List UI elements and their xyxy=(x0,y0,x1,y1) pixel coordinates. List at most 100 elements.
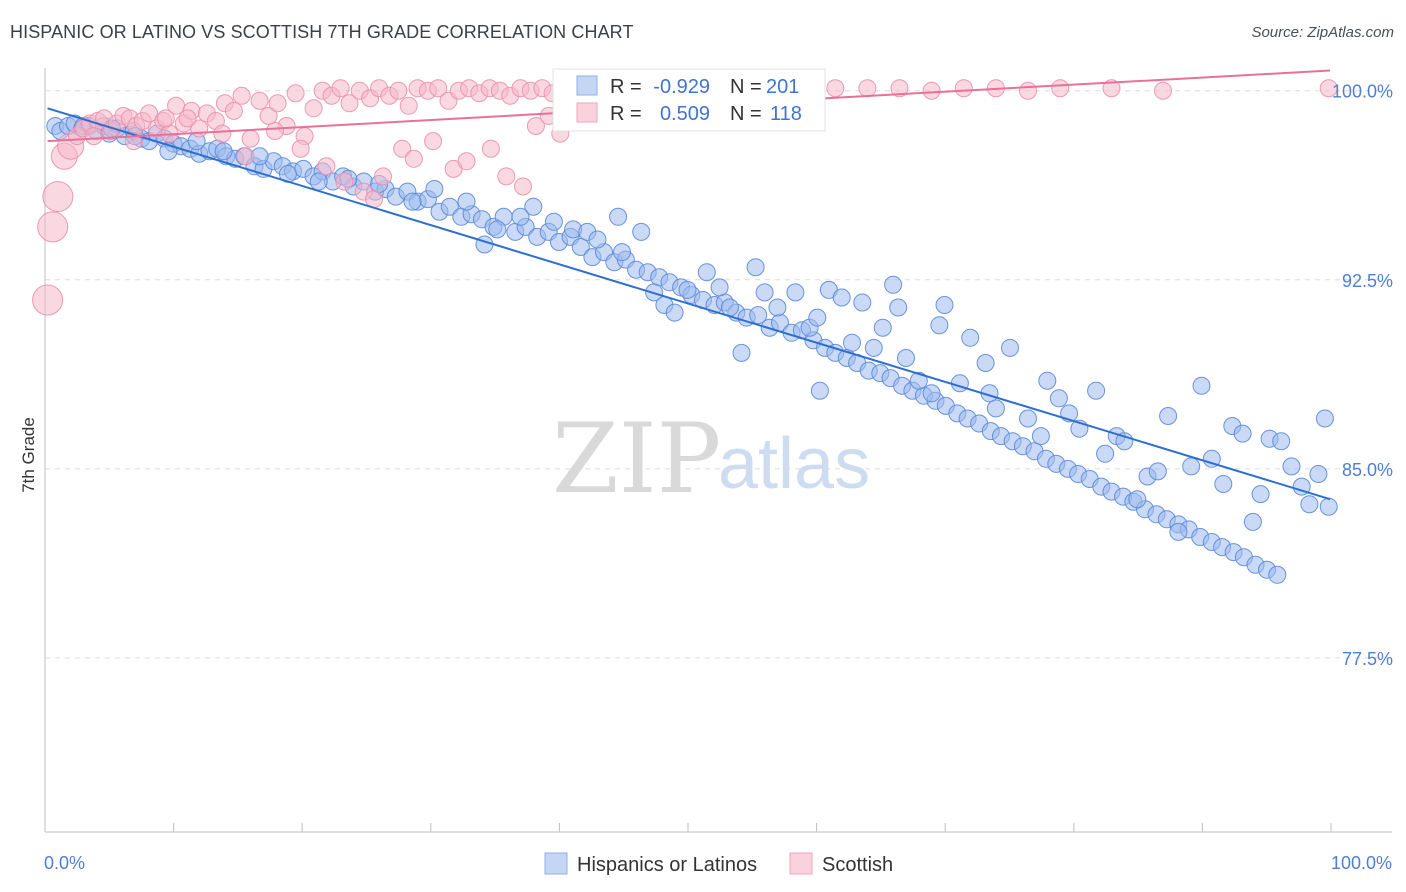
point-hispanic xyxy=(786,283,805,302)
point-hispanic xyxy=(309,172,328,191)
point-scottish xyxy=(514,177,532,196)
point-hispanic xyxy=(1251,485,1270,504)
point-hispanic xyxy=(544,212,563,231)
point-hispanic xyxy=(697,263,716,282)
point-scottish xyxy=(331,79,350,98)
point-scottish xyxy=(241,129,260,148)
point-hispanic xyxy=(810,381,829,400)
point-scottish xyxy=(259,106,278,125)
stats-n-value-scottish: 118 xyxy=(770,103,802,125)
trend-line-hispanic xyxy=(47,107,1331,501)
bottom-legend: Hispanics or Latinos Scottish xyxy=(544,852,893,876)
x-tick-label-min: 0.0% xyxy=(44,853,85,873)
stats-r-label-hispanic: R = xyxy=(610,76,642,98)
point-hispanic xyxy=(755,283,774,302)
point-scottish xyxy=(890,79,909,98)
point-hispanic xyxy=(843,333,861,352)
point-hispanic xyxy=(1315,409,1334,428)
x-axis-ticks xyxy=(44,823,1332,832)
point-hispanic xyxy=(1001,338,1019,357)
point-hispanic xyxy=(1192,376,1211,395)
point-scottish xyxy=(393,139,412,158)
point-hispanic xyxy=(873,318,892,337)
point-scottish xyxy=(526,117,545,135)
stats-n-label-hispanic: N = xyxy=(730,76,762,98)
point-scottish xyxy=(304,99,323,118)
point-scottish xyxy=(424,132,443,151)
point-scottish xyxy=(429,79,448,98)
point-hispanic xyxy=(909,371,928,390)
stats-n-value-hispanic: 201 xyxy=(766,76,799,98)
legend-swatch-scottish xyxy=(789,852,813,875)
point-scottish xyxy=(922,81,941,100)
stats-r-value-scottish: 0.509 xyxy=(660,103,710,125)
point-hispanic xyxy=(832,288,851,307)
point-scottish xyxy=(1019,81,1037,100)
point-hispanic xyxy=(1282,457,1301,476)
point-scottish xyxy=(826,79,845,98)
y-tick-label: 100.0% xyxy=(1332,82,1393,102)
point-hispanic xyxy=(613,243,631,262)
point-scottish xyxy=(268,94,287,113)
point-hispanic xyxy=(1169,522,1188,541)
point-hispanic xyxy=(930,316,949,335)
point-scottish xyxy=(32,284,64,316)
point-hispanic xyxy=(1309,465,1328,483)
point-hispanic xyxy=(609,207,628,226)
point-scottish xyxy=(140,104,159,123)
point-hispanic xyxy=(440,197,459,216)
point-scottish xyxy=(236,147,255,166)
point-hispanic xyxy=(1202,449,1221,468)
point-scottish xyxy=(178,109,197,128)
y-axis-label: 7th Grade xyxy=(19,417,38,493)
point-scottish xyxy=(232,86,251,105)
point-hispanic xyxy=(1300,495,1319,514)
y-tick-labels: 100.0% 92.5% 85.0% 77.5% xyxy=(1332,82,1393,669)
point-scottish xyxy=(1319,79,1338,98)
point-scottish xyxy=(42,181,74,213)
point-scottish xyxy=(497,167,516,186)
point-hispanic xyxy=(884,275,903,294)
point-hispanic xyxy=(678,280,697,299)
point-scottish xyxy=(340,94,359,113)
point-scottish xyxy=(481,139,500,158)
point-hispanic xyxy=(1233,424,1252,443)
source-credit: Source: ZipAtlas.com xyxy=(1251,24,1394,41)
point-hispanic xyxy=(1268,565,1287,584)
stats-r-value-hispanic: -0.929 xyxy=(653,76,710,98)
point-hispanic xyxy=(710,278,729,297)
point-scottish xyxy=(250,91,269,110)
point-hispanic xyxy=(935,296,954,314)
point-scottish xyxy=(335,172,354,191)
point-hispanic xyxy=(889,298,908,317)
point-hispanic xyxy=(768,298,787,317)
watermark-zip: ZIP xyxy=(552,403,721,515)
point-hispanic xyxy=(749,306,768,325)
point-scottish xyxy=(1102,79,1121,98)
point-hispanic xyxy=(588,230,607,249)
point-hispanic xyxy=(864,338,883,357)
point-hispanic xyxy=(524,197,543,216)
point-scottish xyxy=(291,139,310,158)
stats-r-label-scottish: R = xyxy=(610,103,642,125)
point-scottish xyxy=(374,167,392,186)
point-hispanic xyxy=(1038,371,1057,390)
point-scottish xyxy=(224,101,243,120)
point-hispanic xyxy=(1096,444,1115,463)
point-scottish xyxy=(399,96,418,115)
y-tick-label: 92.5% xyxy=(1342,271,1393,291)
point-hispanic xyxy=(632,222,651,241)
stats-box-frame xyxy=(552,68,826,132)
x-tick-label-max: 100.0% xyxy=(1331,853,1392,873)
point-hispanic xyxy=(488,220,507,239)
point-scottish xyxy=(156,109,175,128)
point-scottish xyxy=(317,157,336,176)
point-hispanic xyxy=(1049,389,1068,408)
y-tick-label: 77.5% xyxy=(1342,649,1393,669)
legend-label-scottish: Scottish xyxy=(822,854,893,876)
point-hispanic xyxy=(214,142,233,161)
point-hispanic xyxy=(1319,497,1338,516)
point-hispanic xyxy=(1182,457,1201,476)
stats-swatch-scottish xyxy=(576,102,598,123)
